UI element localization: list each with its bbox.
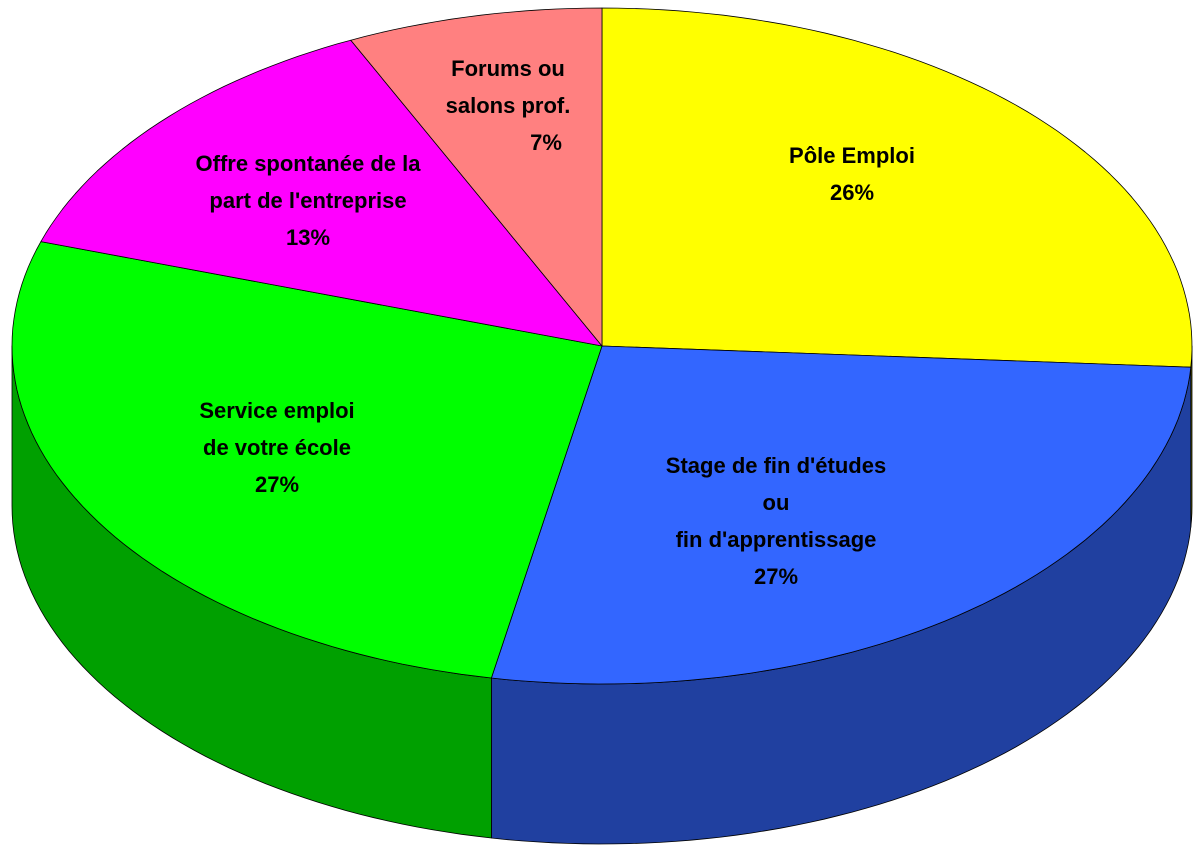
slice xyxy=(601,7,1193,368)
slice-label: Service emploi xyxy=(199,398,354,423)
slice-value-label: 13% xyxy=(286,225,330,250)
slice xyxy=(491,345,1192,685)
slice-label: Offre spontanée de la xyxy=(196,151,422,176)
slice xyxy=(350,7,603,347)
slice-value-label: 27% xyxy=(754,564,798,589)
slice-label: Forums ou xyxy=(451,56,565,81)
slice-label: fin d'apprentissage xyxy=(676,527,877,552)
slice-label: Pôle Emploi xyxy=(789,143,915,168)
slice-label: Stage de fin d'études xyxy=(666,453,886,478)
slice xyxy=(11,241,603,679)
slice-label: de votre école xyxy=(203,435,351,460)
slice xyxy=(40,39,603,347)
slice-value-label: 27% xyxy=(255,472,299,497)
slice-value-label: 7% xyxy=(530,130,562,155)
slice-label: ou xyxy=(763,490,790,515)
slice-label: part de l'entreprise xyxy=(209,188,406,213)
slice-value-label: 26% xyxy=(830,180,874,205)
slice-label: salons prof. xyxy=(446,93,571,118)
